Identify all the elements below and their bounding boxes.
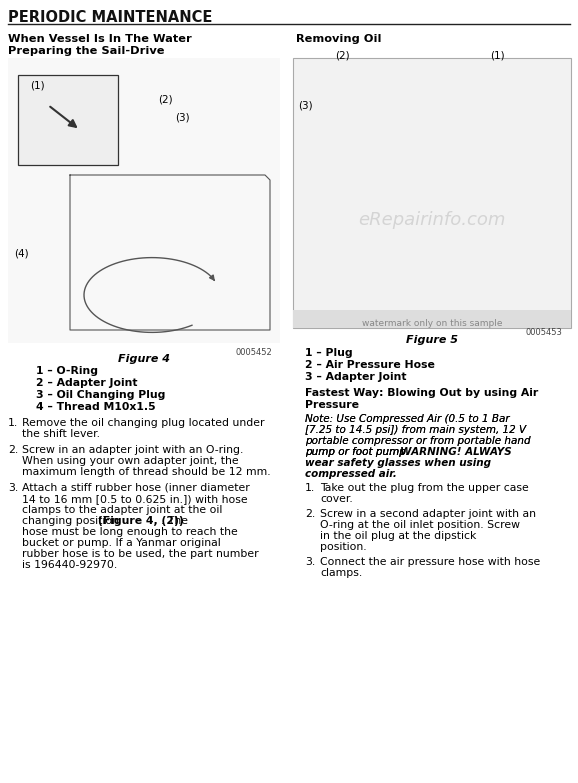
Text: 3 – Oil Changing Plug: 3 – Oil Changing Plug xyxy=(36,390,165,400)
Text: (1): (1) xyxy=(30,80,45,90)
Text: 0005453: 0005453 xyxy=(525,328,562,337)
Text: (3): (3) xyxy=(298,100,313,110)
Text: (2): (2) xyxy=(158,95,173,105)
Text: Remove the oil changing plug located under: Remove the oil changing plug located und… xyxy=(22,418,265,428)
Text: pump or foot pump.: pump or foot pump. xyxy=(305,447,409,457)
Text: Fastest Way: Blowing Out by using Air: Fastest Way: Blowing Out by using Air xyxy=(305,388,538,398)
Text: position.: position. xyxy=(320,542,366,552)
Text: Take out the plug from the upper case: Take out the plug from the upper case xyxy=(320,483,529,493)
Text: portable compressor or from portable hand: portable compressor or from portable han… xyxy=(305,436,531,446)
Text: 2.: 2. xyxy=(305,509,315,519)
Text: [7.25 to 14.5 psi]) from main system, 12 V: [7.25 to 14.5 psi]) from main system, 12… xyxy=(305,425,526,435)
Text: rubber hose is to be used, the part number: rubber hose is to be used, the part numb… xyxy=(22,549,258,559)
Bar xyxy=(18,75,118,165)
Text: [7.25 to 14.5 psi]) from main system, 12 V: [7.25 to 14.5 psi]) from main system, 12… xyxy=(305,425,526,435)
Bar xyxy=(293,310,571,328)
Text: 2 – Air Pressure Hose: 2 – Air Pressure Hose xyxy=(305,360,435,370)
Text: eRepairinfo.com: eRepairinfo.com xyxy=(358,211,506,229)
Text: Screw in a second adapter joint with an: Screw in a second adapter joint with an xyxy=(320,509,536,519)
Text: 1 – O-Ring: 1 – O-Ring xyxy=(36,366,98,376)
Text: . The: . The xyxy=(161,516,188,526)
Text: (1): (1) xyxy=(490,50,505,60)
Text: When Vessel Is In The Water: When Vessel Is In The Water xyxy=(8,34,192,44)
Text: PERIODIC MAINTENANCE: PERIODIC MAINTENANCE xyxy=(8,10,212,26)
Text: 1.: 1. xyxy=(8,418,18,428)
Text: 3.: 3. xyxy=(8,483,18,493)
Text: Figure 5: Figure 5 xyxy=(406,335,458,345)
Text: 0005452: 0005452 xyxy=(236,348,273,357)
Text: pump or foot pump.: pump or foot pump. xyxy=(305,447,409,457)
Bar xyxy=(8,58,280,343)
Text: clamps.: clamps. xyxy=(320,568,362,578)
Text: Note: Use Compressed Air (0.5 to 1 Bar: Note: Use Compressed Air (0.5 to 1 Bar xyxy=(305,414,510,424)
Text: bucket or pump. If a Yanmar original: bucket or pump. If a Yanmar original xyxy=(22,538,221,548)
Text: 2 – Adapter Joint: 2 – Adapter Joint xyxy=(36,378,138,388)
Text: Screw in an adapter joint with an O-ring.: Screw in an adapter joint with an O-ring… xyxy=(22,445,243,455)
Text: (Figure 4, (2)): (Figure 4, (2)) xyxy=(98,516,183,526)
Text: WARNING! ALWAYS: WARNING! ALWAYS xyxy=(400,447,512,457)
Text: pump or foot pump.: pump or foot pump. xyxy=(305,447,409,457)
Text: 1 – Plug: 1 – Plug xyxy=(305,348,353,358)
Text: Connect the air pressure hose with hose: Connect the air pressure hose with hose xyxy=(320,557,540,567)
Text: is 196440-92970.: is 196440-92970. xyxy=(22,560,117,570)
Text: compressed air.: compressed air. xyxy=(305,469,397,479)
Text: Note: Use Compressed Air (0.5 to 1 Bar: Note: Use Compressed Air (0.5 to 1 Bar xyxy=(305,414,510,424)
Text: When using your own adapter joint, the: When using your own adapter joint, the xyxy=(22,456,239,466)
Text: 3 – Adapter Joint: 3 – Adapter Joint xyxy=(305,372,406,382)
Text: Removing Oil: Removing Oil xyxy=(296,34,381,44)
Text: Attach a stiff rubber hose (inner diameter: Attach a stiff rubber hose (inner diamet… xyxy=(22,483,250,493)
Text: in the oil plug at the dipstick: in the oil plug at the dipstick xyxy=(320,531,476,541)
Text: Preparing the Sail-Drive: Preparing the Sail-Drive xyxy=(8,46,165,56)
Text: maximum length of thread should be 12 mm.: maximum length of thread should be 12 mm… xyxy=(22,467,271,477)
Text: wear safety glasses when using: wear safety glasses when using xyxy=(305,458,491,468)
Text: 2.: 2. xyxy=(8,445,18,455)
Text: Pressure: Pressure xyxy=(305,400,359,410)
Text: portable compressor or from portable hand: portable compressor or from portable han… xyxy=(305,436,531,446)
Text: clamps to the adapter joint at the oil: clamps to the adapter joint at the oil xyxy=(22,505,223,515)
Text: O-ring at the oil inlet position. Screw: O-ring at the oil inlet position. Screw xyxy=(320,520,520,530)
Text: 14 to 16 mm [0.5 to 0.625 in.]) with hose: 14 to 16 mm [0.5 to 0.625 in.]) with hos… xyxy=(22,494,247,504)
Text: 3.: 3. xyxy=(305,557,315,567)
Text: (2): (2) xyxy=(335,50,350,60)
Text: hose must be long enough to reach the: hose must be long enough to reach the xyxy=(22,527,238,537)
Text: Figure 4: Figure 4 xyxy=(118,354,170,364)
Text: changing position: changing position xyxy=(22,516,123,526)
Text: 4 – Thread M10x1.5: 4 – Thread M10x1.5 xyxy=(36,402,155,412)
Text: the shift lever.: the shift lever. xyxy=(22,429,100,439)
Text: (3): (3) xyxy=(175,112,190,122)
Text: 1.: 1. xyxy=(305,483,315,493)
Text: cover.: cover. xyxy=(320,494,353,504)
Text: watermark only on this sample: watermark only on this sample xyxy=(362,319,502,328)
Text: (4): (4) xyxy=(14,248,29,258)
Bar xyxy=(293,58,571,328)
